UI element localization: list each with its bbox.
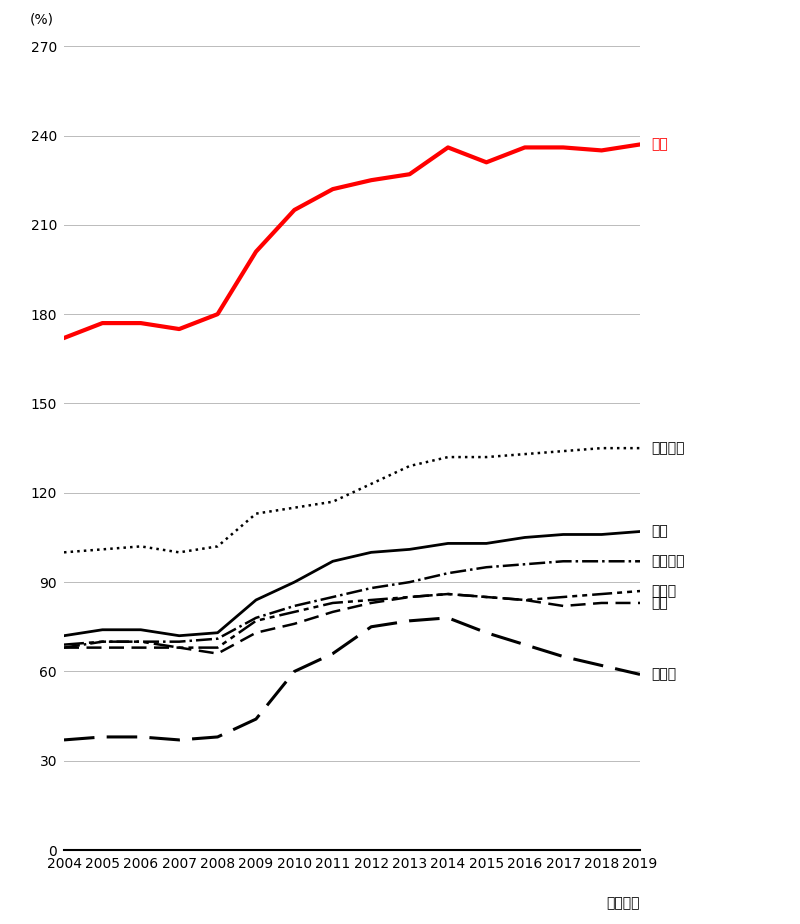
Text: （暦年）: （暦年）	[606, 896, 640, 910]
Text: カナダ: カナダ	[651, 584, 677, 598]
Text: 日本: 日本	[651, 138, 668, 152]
Text: イタリア: イタリア	[651, 441, 685, 456]
Text: 米国: 米国	[651, 525, 668, 539]
Text: フランス: フランス	[651, 554, 685, 568]
Text: 英国: 英国	[651, 596, 668, 610]
Text: (%): (%)	[30, 12, 54, 26]
Text: ドイツ: ドイツ	[651, 667, 677, 681]
